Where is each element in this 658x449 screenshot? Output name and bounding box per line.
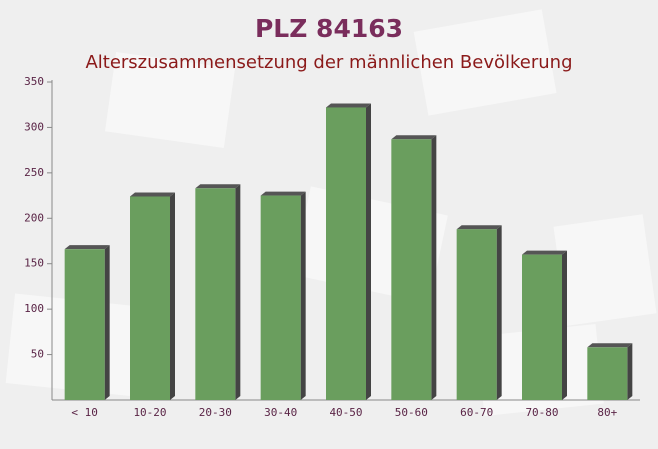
x-tick-label: 60-70: [460, 406, 493, 419]
bar: [456, 229, 497, 400]
y-tick-label: 350: [24, 75, 44, 88]
y-tick-label: 250: [24, 166, 44, 179]
x-tick-label: < 10: [71, 406, 98, 419]
bar-side: [170, 192, 175, 400]
chart-title: PLZ 84163: [255, 14, 403, 43]
bar-top: [260, 191, 306, 196]
bar: [587, 347, 628, 400]
y-tick-label: 50: [31, 348, 44, 361]
bar-side: [366, 103, 371, 400]
bar: [130, 196, 170, 400]
bar-side: [496, 225, 502, 400]
x-tick-label: 20-30: [199, 406, 232, 419]
y-tick-label: 100: [24, 302, 44, 315]
bar: [195, 188, 236, 400]
bar-top: [64, 245, 110, 250]
bar-side: [431, 135, 437, 401]
bar-side: [627, 343, 633, 400]
x-tick-label: 80+: [597, 406, 617, 419]
bar: [326, 107, 366, 400]
y-tick-label: 200: [24, 211, 44, 224]
x-tick-label: 70-80: [525, 406, 558, 419]
x-tick-label: 10-20: [133, 406, 166, 419]
chart-subtitle: Alterszusammensetzung der männlichen Bev…: [85, 52, 572, 73]
x-tick-label: 30-40: [264, 406, 297, 419]
bar: [64, 249, 105, 400]
bar-side: [104, 245, 110, 400]
bar-side: [562, 250, 567, 400]
bar-top: [587, 343, 633, 348]
bar-top: [195, 184, 241, 189]
bar-top: [130, 192, 175, 197]
bar-top: [326, 103, 371, 108]
bar-side: [235, 184, 241, 400]
bar-top: [456, 225, 502, 230]
bar-top: [391, 135, 437, 140]
bar: [260, 195, 301, 400]
y-tick-label: 150: [24, 257, 44, 270]
x-tick-label: 50-60: [395, 406, 428, 419]
y-tick-label: 300: [24, 120, 44, 133]
bar-side: [300, 191, 306, 400]
bar-top: [522, 250, 567, 255]
bar: [391, 139, 432, 401]
bar: [522, 254, 562, 400]
x-tick-label: 40-50: [329, 406, 362, 419]
